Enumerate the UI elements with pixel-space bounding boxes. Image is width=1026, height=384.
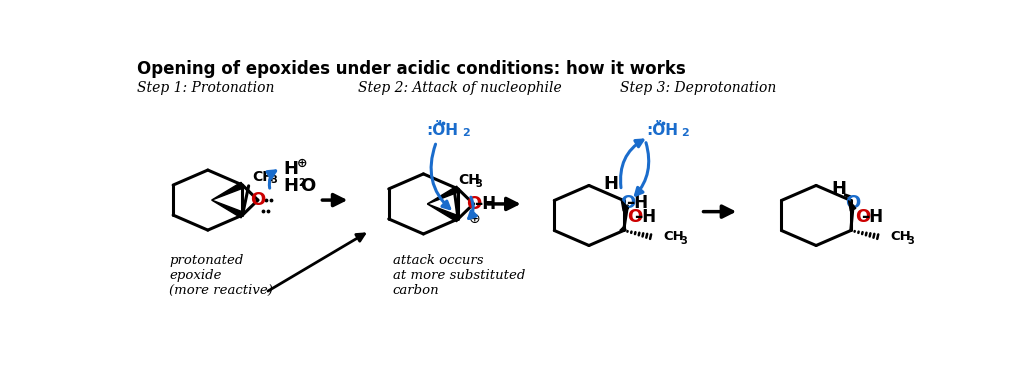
Text: CH: CH	[252, 170, 274, 184]
Text: O: O	[250, 191, 266, 209]
Text: ⊕: ⊕	[469, 212, 481, 226]
Polygon shape	[211, 200, 244, 218]
Text: O: O	[301, 177, 316, 195]
Text: –H: –H	[861, 209, 883, 227]
Text: O: O	[628, 209, 643, 227]
Text: protonated
epoxide
(more reactive): protonated epoxide (more reactive)	[169, 254, 273, 297]
Text: CH: CH	[664, 230, 684, 243]
Text: :ÖH: :ÖH	[646, 123, 678, 138]
Text: Step 3: Deprotonation: Step 3: Deprotonation	[620, 81, 776, 95]
Text: 3: 3	[908, 236, 914, 246]
Polygon shape	[427, 204, 460, 222]
Text: –H: –H	[634, 209, 657, 227]
Text: H: H	[832, 180, 846, 198]
Text: 2: 2	[681, 128, 689, 138]
Text: H: H	[283, 160, 299, 178]
Text: Step 1: Protonation: Step 1: Protonation	[137, 81, 274, 95]
Polygon shape	[622, 200, 629, 211]
Polygon shape	[427, 186, 460, 204]
Text: –H: –H	[474, 195, 497, 213]
Text: 2: 2	[462, 128, 470, 138]
Text: O: O	[845, 194, 861, 212]
Text: 3: 3	[680, 236, 687, 246]
Text: Opening of epoxides under acidic conditions: how it works: Opening of epoxides under acidic conditi…	[137, 60, 685, 78]
Text: H: H	[603, 175, 618, 193]
Polygon shape	[211, 182, 244, 200]
Text: 3: 3	[270, 175, 277, 185]
Text: CH: CH	[891, 230, 911, 243]
Text: Step 2: Attack of nucleophile: Step 2: Attack of nucleophile	[358, 81, 561, 95]
Text: O: O	[466, 195, 481, 213]
Text: O: O	[620, 194, 635, 212]
Text: CH: CH	[458, 174, 480, 187]
Polygon shape	[620, 226, 626, 230]
Text: H: H	[283, 177, 299, 195]
Text: ⊕: ⊕	[297, 157, 307, 170]
Text: :ÖH: :ÖH	[427, 123, 459, 138]
Text: O: O	[855, 209, 870, 227]
Polygon shape	[849, 200, 856, 211]
Text: 3: 3	[476, 179, 482, 189]
Text: 2: 2	[299, 178, 305, 188]
Text: –H: –H	[627, 194, 648, 212]
Text: attack occurs
at more substituted
carbon: attack occurs at more substituted carbon	[393, 254, 525, 297]
